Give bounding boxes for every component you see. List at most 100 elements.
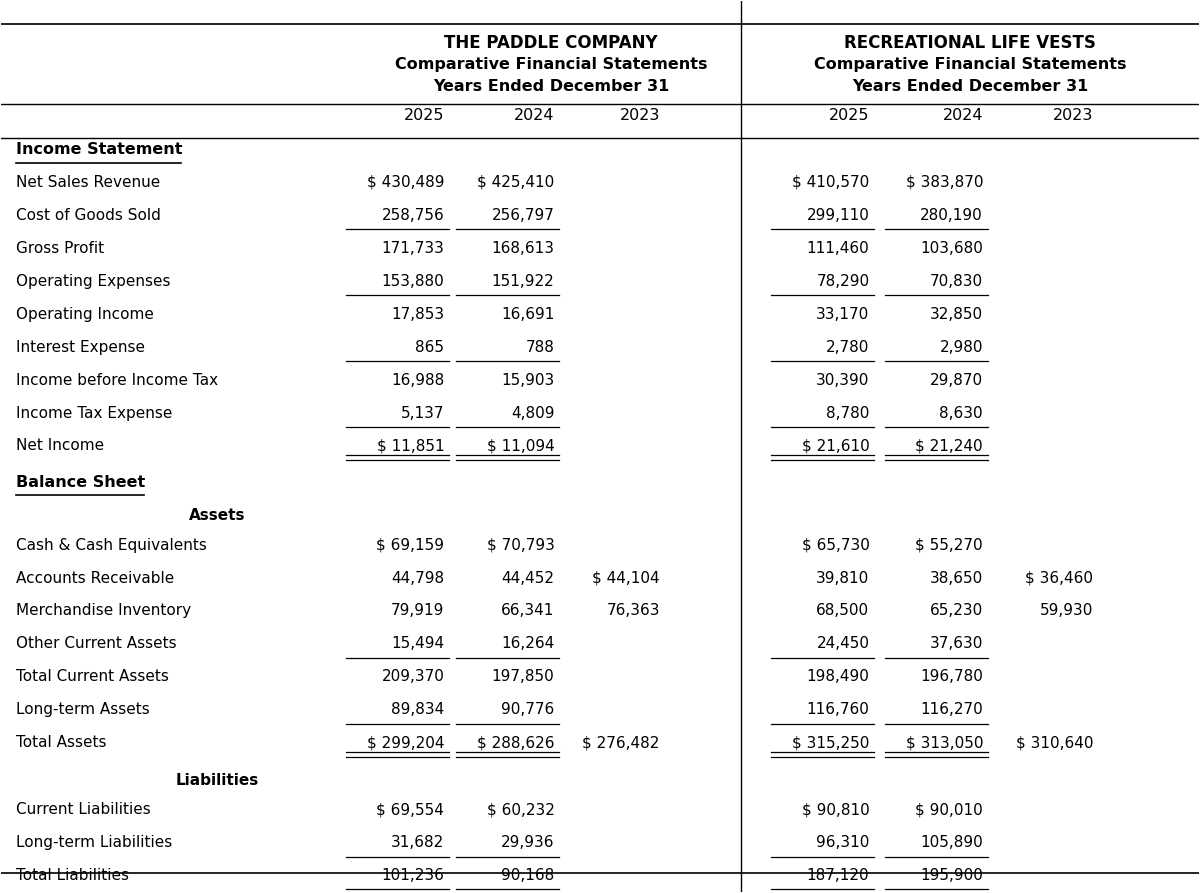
- Text: 33,170: 33,170: [816, 306, 869, 321]
- Text: 68,500: 68,500: [816, 604, 869, 619]
- Text: $ 430,489: $ 430,489: [367, 175, 444, 190]
- Text: 8,780: 8,780: [826, 405, 869, 421]
- Text: 16,691: 16,691: [502, 306, 554, 321]
- Text: 39,810: 39,810: [816, 571, 869, 586]
- Text: $ 299,204: $ 299,204: [367, 735, 444, 750]
- Text: 15,494: 15,494: [391, 637, 444, 651]
- Text: 44,452: 44,452: [502, 571, 554, 586]
- Text: 16,264: 16,264: [502, 637, 554, 651]
- Text: 89,834: 89,834: [391, 702, 444, 717]
- Text: Comparative Financial Statements: Comparative Financial Statements: [814, 57, 1126, 72]
- Text: Income before Income Tax: Income before Income Tax: [16, 372, 218, 388]
- Text: Operating Income: Operating Income: [16, 306, 154, 321]
- Text: $ 21,610: $ 21,610: [802, 438, 869, 454]
- Text: $ 276,482: $ 276,482: [582, 735, 660, 750]
- Text: $ 410,570: $ 410,570: [792, 175, 869, 190]
- Text: Cost of Goods Sold: Cost of Goods Sold: [16, 208, 161, 223]
- Text: $ 315,250: $ 315,250: [792, 735, 869, 750]
- Text: RECREATIONAL LIFE VESTS: RECREATIONAL LIFE VESTS: [844, 34, 1096, 53]
- Text: Merchandise Inventory: Merchandise Inventory: [16, 604, 191, 619]
- Text: 65,230: 65,230: [930, 604, 983, 619]
- Text: 151,922: 151,922: [492, 274, 554, 288]
- Text: Years Ended December 31: Years Ended December 31: [852, 79, 1088, 94]
- Text: 17,853: 17,853: [391, 306, 444, 321]
- Text: 258,756: 258,756: [382, 208, 444, 223]
- Text: Total Assets: Total Assets: [16, 735, 107, 750]
- Text: $ 383,870: $ 383,870: [906, 175, 983, 190]
- Text: Net Sales Revenue: Net Sales Revenue: [16, 175, 160, 190]
- Text: 171,733: 171,733: [382, 241, 444, 256]
- Text: 37,630: 37,630: [930, 637, 983, 651]
- Text: 195,900: 195,900: [920, 868, 983, 883]
- Text: 24,450: 24,450: [816, 637, 869, 651]
- Text: Income Tax Expense: Income Tax Expense: [16, 405, 172, 421]
- Text: 103,680: 103,680: [920, 241, 983, 256]
- Text: 90,776: 90,776: [502, 702, 554, 717]
- Text: 299,110: 299,110: [806, 208, 869, 223]
- Text: Other Current Assets: Other Current Assets: [16, 637, 176, 651]
- Text: 5,137: 5,137: [401, 405, 444, 421]
- Text: $ 425,410: $ 425,410: [478, 175, 554, 190]
- Text: 4,809: 4,809: [511, 405, 554, 421]
- Text: 209,370: 209,370: [382, 670, 444, 684]
- Text: 29,936: 29,936: [502, 835, 554, 850]
- Text: 96,310: 96,310: [816, 835, 869, 850]
- Text: $ 90,810: $ 90,810: [802, 802, 869, 817]
- Text: 116,270: 116,270: [920, 702, 983, 717]
- Text: Comparative Financial Statements: Comparative Financial Statements: [395, 57, 707, 72]
- Text: $ 313,050: $ 313,050: [906, 735, 983, 750]
- Text: $ 69,554: $ 69,554: [377, 802, 444, 817]
- Text: 44,798: 44,798: [391, 571, 444, 586]
- Text: 70,830: 70,830: [930, 274, 983, 288]
- Text: 76,363: 76,363: [606, 604, 660, 619]
- Text: 31,682: 31,682: [391, 835, 444, 850]
- Text: 187,120: 187,120: [806, 868, 869, 883]
- Text: 2023: 2023: [1052, 108, 1093, 123]
- Text: Net Income: Net Income: [16, 438, 104, 454]
- Text: 66,341: 66,341: [502, 604, 554, 619]
- Text: Assets: Assets: [188, 508, 245, 523]
- Text: 90,168: 90,168: [502, 868, 554, 883]
- Text: Total Liabilities: Total Liabilities: [16, 868, 128, 883]
- Text: Interest Expense: Interest Expense: [16, 339, 145, 355]
- Text: Cash & Cash Equivalents: Cash & Cash Equivalents: [16, 538, 206, 553]
- Text: 30,390: 30,390: [816, 372, 869, 388]
- Text: $ 65,730: $ 65,730: [802, 538, 869, 553]
- Text: 101,236: 101,236: [382, 868, 444, 883]
- Text: 865: 865: [415, 339, 444, 355]
- Text: $ 90,010: $ 90,010: [916, 802, 983, 817]
- Text: Balance Sheet: Balance Sheet: [16, 475, 145, 490]
- Text: 105,890: 105,890: [920, 835, 983, 850]
- Text: THE PADDLE COMPANY: THE PADDLE COMPANY: [444, 34, 658, 53]
- Text: 2024: 2024: [943, 108, 983, 123]
- Text: Long-term Liabilities: Long-term Liabilities: [16, 835, 172, 850]
- Text: 32,850: 32,850: [930, 306, 983, 321]
- Text: $ 60,232: $ 60,232: [487, 802, 554, 817]
- Text: Accounts Receivable: Accounts Receivable: [16, 571, 174, 586]
- Text: $ 11,851: $ 11,851: [377, 438, 444, 454]
- Text: $ 11,094: $ 11,094: [487, 438, 554, 454]
- Text: $ 21,240: $ 21,240: [916, 438, 983, 454]
- Text: Gross Profit: Gross Profit: [16, 241, 104, 256]
- Text: 2024: 2024: [514, 108, 554, 123]
- Text: 153,880: 153,880: [382, 274, 444, 288]
- Text: 2,980: 2,980: [940, 339, 983, 355]
- Text: Income Statement: Income Statement: [16, 142, 182, 157]
- Text: $ 70,793: $ 70,793: [487, 538, 554, 553]
- Text: $ 69,159: $ 69,159: [377, 538, 444, 553]
- Text: 2025: 2025: [829, 108, 869, 123]
- Text: Years Ended December 31: Years Ended December 31: [433, 79, 670, 94]
- Text: $ 310,640: $ 310,640: [1015, 735, 1093, 750]
- Text: 2,780: 2,780: [826, 339, 869, 355]
- Text: 2025: 2025: [404, 108, 444, 123]
- Text: 788: 788: [526, 339, 554, 355]
- Text: 198,490: 198,490: [806, 670, 869, 684]
- Text: 116,760: 116,760: [806, 702, 869, 717]
- Text: Operating Expenses: Operating Expenses: [16, 274, 170, 288]
- Text: 280,190: 280,190: [920, 208, 983, 223]
- Text: 111,460: 111,460: [806, 241, 869, 256]
- Text: 59,930: 59,930: [1040, 604, 1093, 619]
- Text: 15,903: 15,903: [502, 372, 554, 388]
- Text: 197,850: 197,850: [492, 670, 554, 684]
- Text: $ 36,460: $ 36,460: [1025, 571, 1093, 586]
